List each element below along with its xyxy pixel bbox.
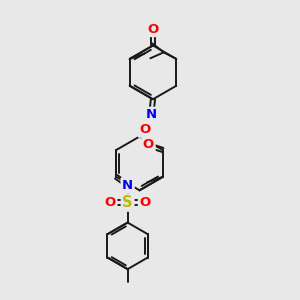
Text: O: O bbox=[139, 123, 151, 136]
Text: O: O bbox=[143, 138, 154, 151]
Text: N: N bbox=[146, 108, 157, 121]
Text: O: O bbox=[147, 22, 159, 36]
Text: N: N bbox=[122, 179, 133, 192]
Text: S: S bbox=[122, 195, 133, 210]
Text: O: O bbox=[139, 196, 151, 209]
Text: O: O bbox=[105, 196, 116, 209]
